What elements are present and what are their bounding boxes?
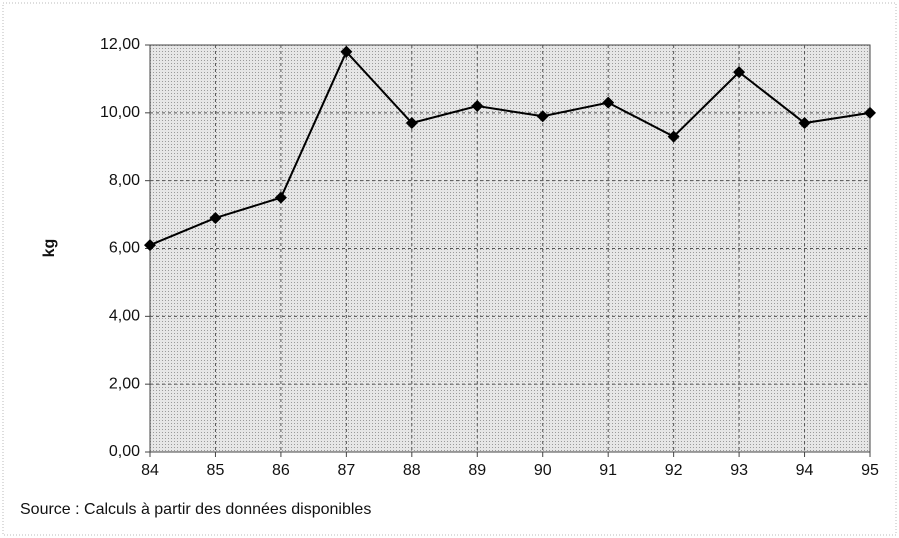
data-point [274,191,287,204]
x-tick-label: 86 [272,462,290,479]
x-tick-label: 90 [534,462,552,479]
y-axis-label: kg [41,239,58,258]
data-point [864,106,876,119]
x-tick-label: 89 [468,462,486,479]
data-point [536,110,549,123]
x-tick-label: 84 [141,462,159,479]
source-note: Source : Calculs à partir des données di… [20,501,371,518]
y-tick-label: 10,00 [100,104,140,121]
y-tick-label: 0,00 [109,443,140,460]
data-point [340,45,353,58]
data-point [471,100,484,113]
x-tick-label: 91 [599,462,617,479]
data-point [144,239,156,252]
x-tick-label: 93 [730,462,748,479]
x-tick-label: 87 [337,462,355,479]
data-point [405,117,418,130]
data-point [209,211,222,224]
x-tick-label: 95 [861,462,879,479]
data-point [667,130,680,143]
x-tick-label: 88 [403,462,421,479]
y-tick-label: 2,00 [109,375,140,392]
data-point [798,117,811,130]
x-tick-label: 85 [207,462,225,479]
data-point [733,66,746,79]
x-tick-label: 92 [665,462,683,479]
y-tick-label: 6,00 [109,240,140,257]
data-point [602,96,615,109]
y-tick-label: 12,00 [100,36,140,53]
y-tick-label: 8,00 [109,172,140,189]
x-tick-label: 94 [796,462,814,479]
data-line [149,49,871,247]
y-tick-label: 4,00 [109,308,140,325]
